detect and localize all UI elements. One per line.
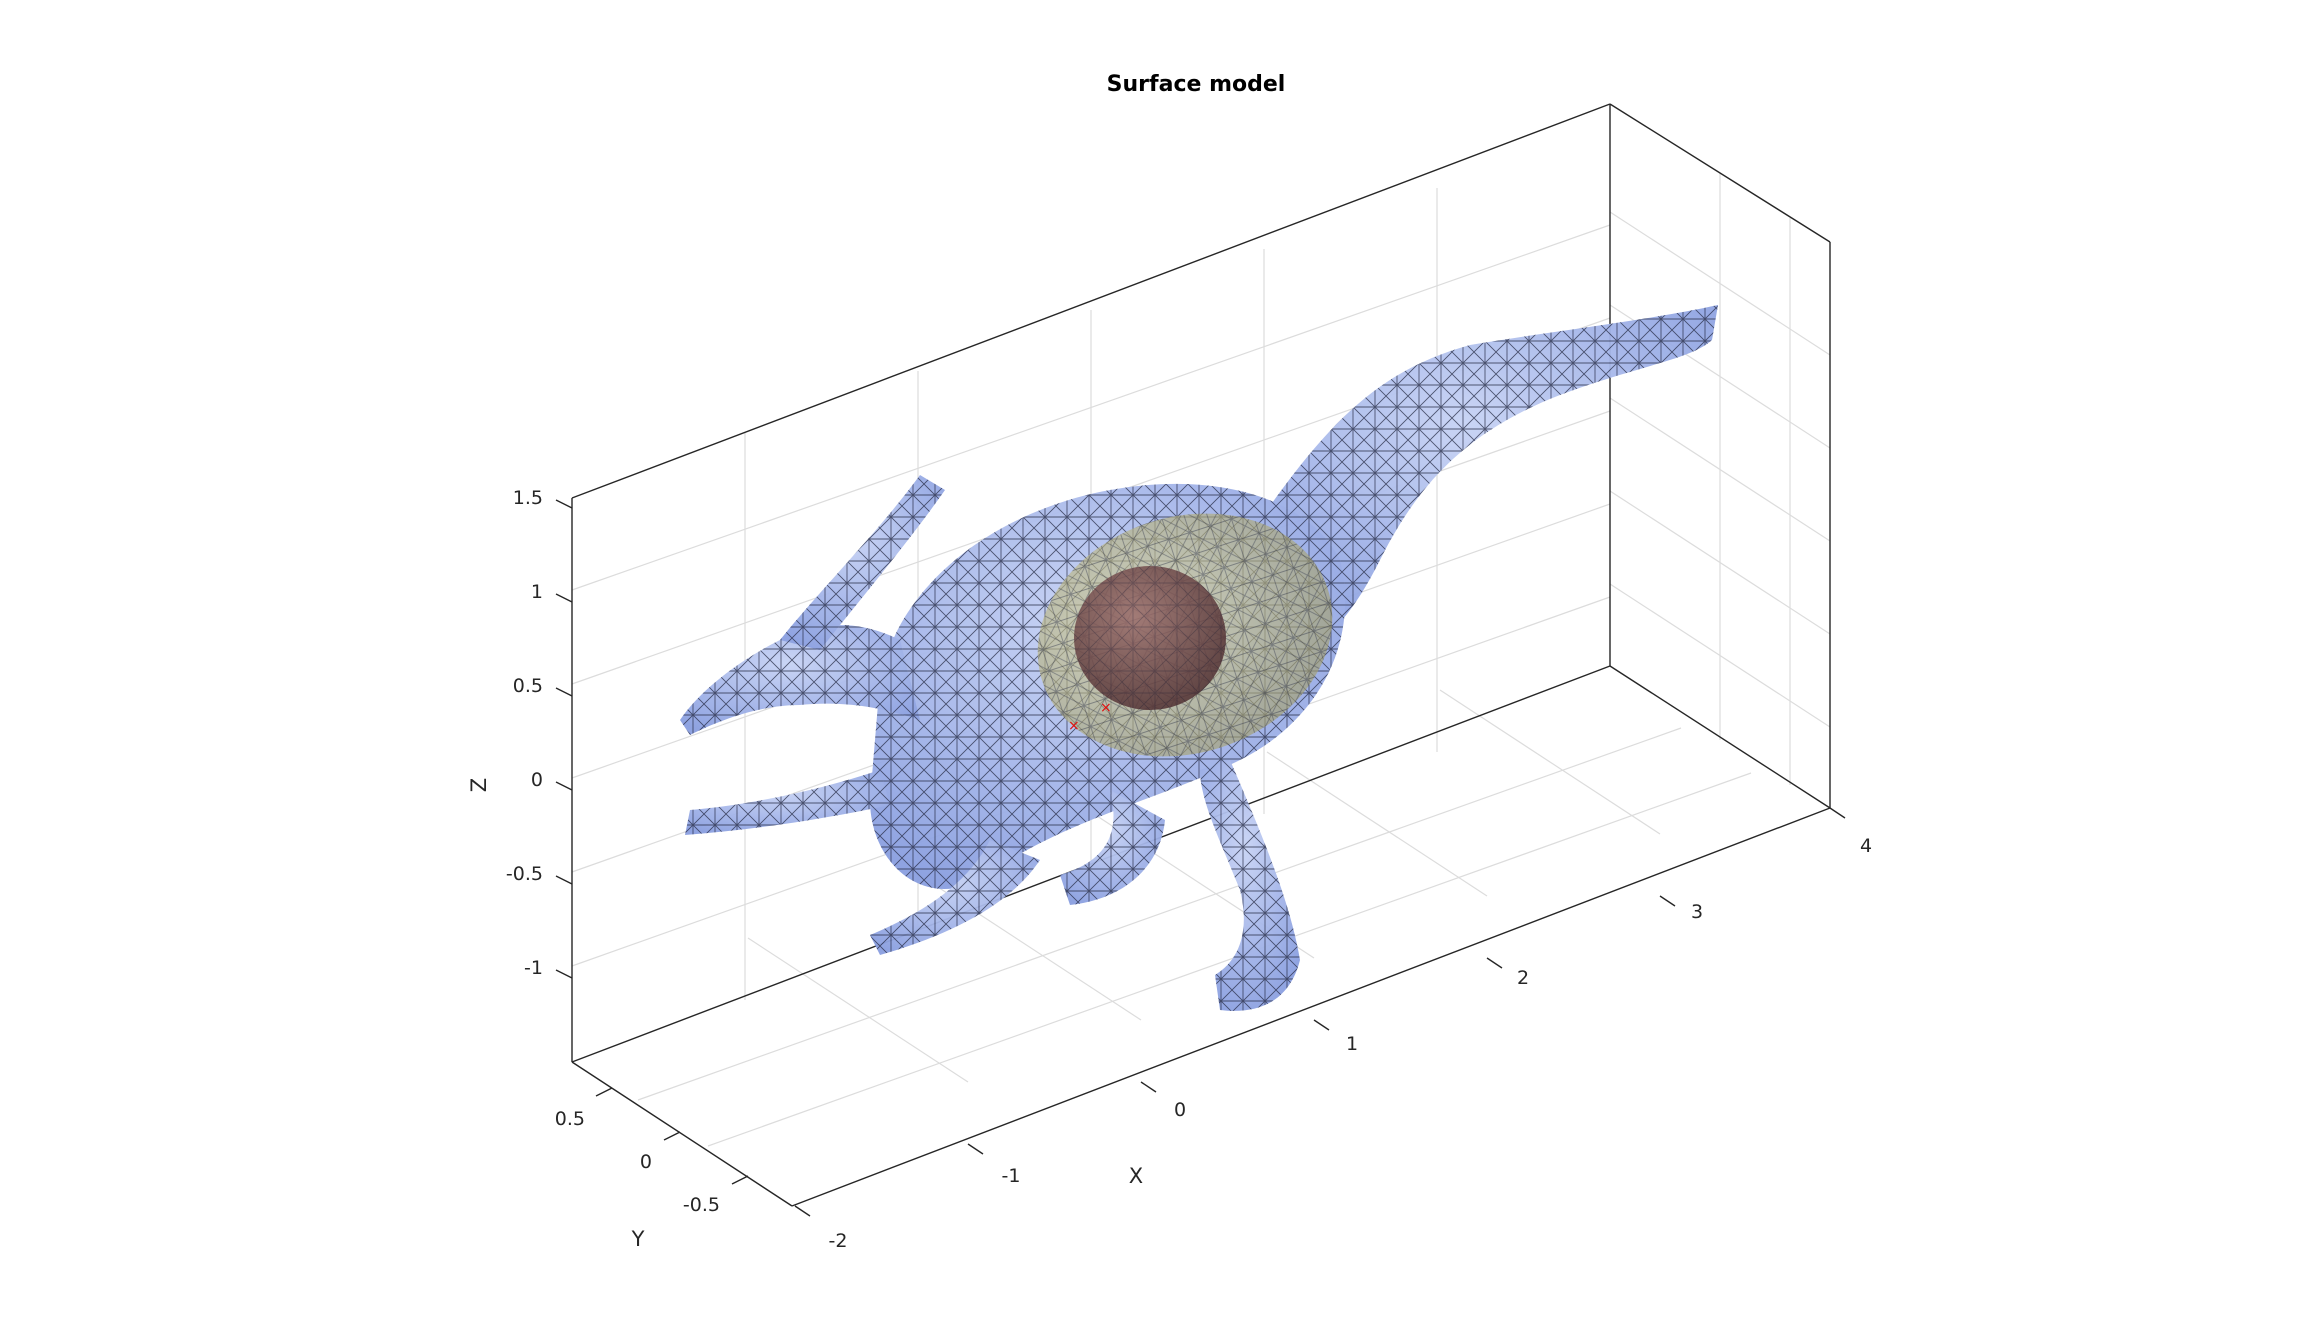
z-axis-label: Z: [467, 778, 491, 792]
z-tick-label: -1: [524, 957, 543, 979]
z-tick-label: 0.5: [513, 675, 543, 697]
x-tick-label: 3: [1691, 901, 1703, 923]
y-tick-label: 0.5: [555, 1108, 585, 1130]
x-tick-label: -1: [1002, 1165, 1021, 1187]
z-tick-label: -0.5: [506, 863, 543, 885]
y-tick-label: 0: [640, 1151, 652, 1173]
sphere-surface: [1074, 566, 1226, 710]
x-tick-label: 4: [1860, 835, 1872, 857]
svg-text:×: ×: [1100, 700, 1112, 716]
x-tick-label: -2: [829, 1230, 848, 1252]
z-tick-label: 1: [531, 581, 543, 603]
svg-text:×: ×: [1068, 718, 1080, 734]
x-tick-label: 0: [1174, 1099, 1186, 1121]
z-tick-label: 1.5: [513, 487, 543, 509]
x-tick-label: 2: [1517, 967, 1529, 989]
y-axis: 0.5 0 -0.5 Y: [555, 1087, 749, 1251]
x-tick-label: 1: [1346, 1033, 1358, 1055]
figure-title: Surface model: [1107, 72, 1286, 97]
z-tick-label: 0: [531, 769, 543, 791]
center-markers: × ×: [1068, 700, 1112, 734]
x-axis-label: X: [1129, 1164, 1143, 1188]
x-axis: -2 -1 0 1 2 3 4 X: [794, 807, 1872, 1252]
y-tick-label: -0.5: [683, 1194, 720, 1216]
y-axis-label: Y: [631, 1227, 645, 1251]
z-axis: 1.5 1 0.5 0 -0.5 -1 Z: [467, 487, 573, 979]
